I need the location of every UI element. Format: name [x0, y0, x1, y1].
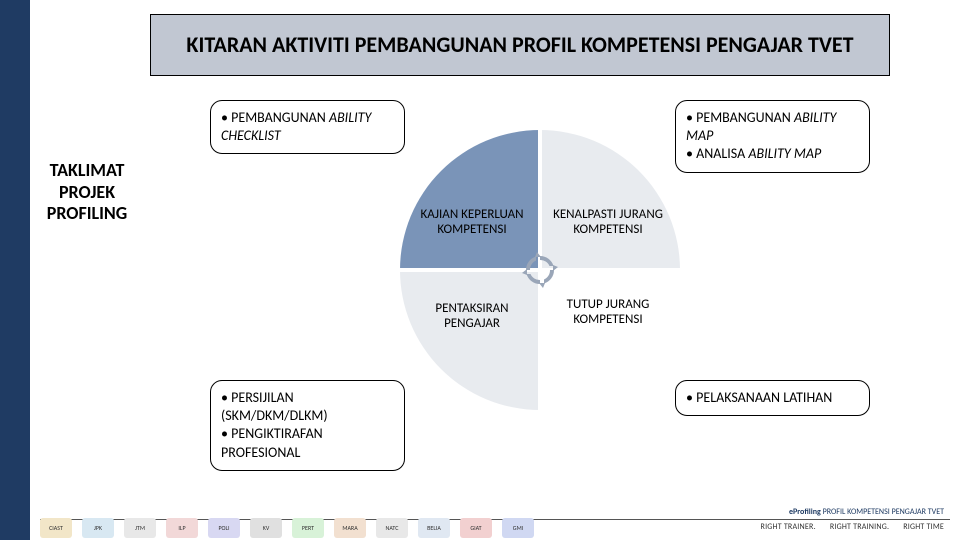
partner-logo: JTM — [124, 518, 156, 538]
box-tl-line: • PEMBANGUNAN ABILITY CHECKLIST — [221, 109, 394, 145]
partner-logo: NATC — [376, 518, 408, 538]
partner-logo: PERT — [292, 518, 324, 538]
partner-logo: GMI — [502, 518, 534, 538]
cycle-diagram: • PEMBANGUNAN ABILITY CHECKLIST • PEMBAN… — [200, 100, 900, 480]
partner-logo: GIAT — [460, 518, 492, 538]
partner-logo: KV — [250, 518, 282, 538]
partner-logo: BELIA — [418, 518, 450, 538]
quad-bottom-right — [540, 270, 680, 410]
partner-logo: JPK — [82, 518, 114, 538]
box-tr-line1: • PEMBANGUNAN ABILITY MAP — [686, 109, 859, 145]
box-bl-line1: • PERSIJILAN (SKM/DKM/DLKM) — [221, 389, 394, 425]
page-title: KITARAN AKTIVITI PEMBANGUNAN PROFIL KOMP… — [186, 32, 853, 57]
quad-bottom-left — [400, 270, 540, 410]
side-label: TAKLIMAT PROJEK PROFILING — [32, 160, 142, 225]
left-accent-bar — [0, 0, 30, 540]
box-top-left: • PEMBANGUNAN ABILITY CHECKLIST — [210, 100, 405, 154]
quad-bl-label: PENTAKSIRAN PENGAJAR — [412, 302, 532, 332]
box-bottom-right: • PELAKSANAAN LATIHAN — [675, 380, 870, 416]
partner-logo: ILP — [166, 518, 198, 538]
quad-top-right — [540, 130, 680, 270]
box-top-right: • PEMBANGUNAN ABILITY MAP • ANALISA ABIL… — [675, 100, 870, 173]
partner-logo: CIAST — [40, 518, 72, 538]
logo-strip: CIAST JPK JTM ILP POLI KV PERT MARA NATC BELIA GIA… — [40, 518, 534, 538]
quad-br-label: TUTUP JURANG KOMPETENSI — [548, 298, 668, 328]
title-band: KITARAN AKTIVITI PEMBANGUNAN PROFIL KOMP… — [150, 14, 890, 76]
box-br-line: • PELAKSANAAN LATIHAN — [686, 389, 859, 407]
quad-tl-label: KAJIAN KEPERLUAN KOMPETENSI — [412, 208, 532, 238]
quad-tr-label: KENALPASTI JURANG KOMPETENSI — [548, 208, 668, 238]
box-tr-line2: • ANALISA ABILITY MAP — [686, 145, 859, 163]
box-bottom-left: • PERSIJILAN (SKM/DKM/DLKM) • PENGIKTIRA… — [210, 380, 405, 471]
partner-logo: POLI — [208, 518, 240, 538]
footer-tagline: eProfiling PROFIL KOMPETENSI PENGAJAR TV… — [40, 507, 950, 517]
quad-top-left — [400, 130, 540, 270]
partner-logo: MARA — [334, 518, 366, 538]
cycle-arrows-icon — [520, 250, 560, 290]
box-bl-line2: • PENGIKTIRAFAN PROFESIONAL — [221, 425, 394, 461]
